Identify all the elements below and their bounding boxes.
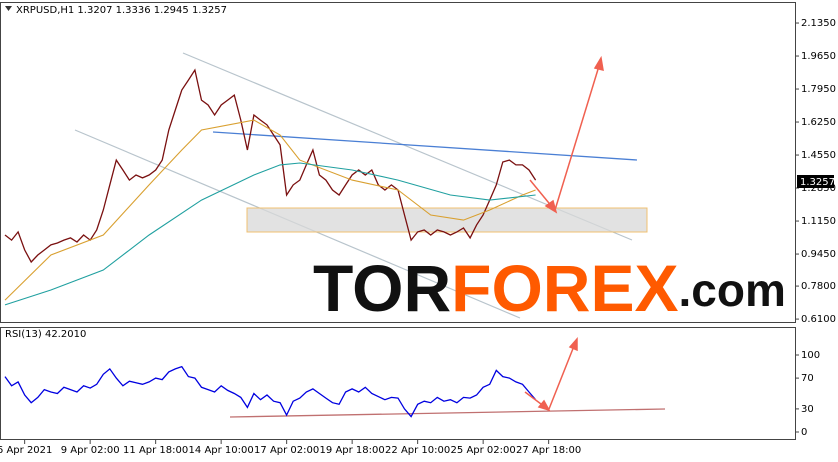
series-line bbox=[4, 162, 536, 306]
watermark-part: FOREX bbox=[451, 251, 678, 325]
x-tick-label: 27 Apr 18:00 bbox=[516, 445, 581, 456]
y-tick-label: 0.9450 bbox=[801, 249, 836, 260]
y-tick-label: 2.1350 bbox=[801, 18, 836, 29]
y-tick-label: 0.7800 bbox=[801, 281, 836, 292]
series-line bbox=[4, 365, 537, 418]
arrow-head bbox=[568, 337, 578, 352]
arrow-head bbox=[537, 399, 551, 412]
watermark: TORFOREX.com bbox=[313, 251, 786, 325]
rsi-title: RSI(13) 42.2010 bbox=[5, 329, 86, 340]
trend-line bbox=[212, 131, 638, 161]
watermark-part: .com bbox=[678, 264, 785, 316]
y-tick-label: 1.4550 bbox=[801, 150, 836, 161]
arrow-head bbox=[593, 55, 604, 72]
x-tick-label: 19 Apr 18:00 bbox=[320, 445, 385, 456]
y-tick-label: 1.1150 bbox=[801, 216, 836, 227]
main-panel bbox=[0, 2, 796, 323]
y-tick-label: 1.2850 bbox=[801, 183, 836, 194]
forecast-arrows bbox=[524, 55, 604, 412]
x-tick-label: 25 Apr 02:00 bbox=[451, 445, 516, 456]
arrow-head bbox=[544, 199, 558, 214]
y-tick-label: 100 bbox=[801, 350, 820, 361]
watermark-part: TOR bbox=[313, 251, 451, 325]
y-tick-label: 0.6100 bbox=[801, 314, 836, 325]
collapse-icon bbox=[5, 6, 12, 11]
y-tick-label: 1.9650 bbox=[801, 51, 836, 62]
x-tick-label: 9 Apr 02:00 bbox=[61, 445, 120, 456]
x-tick-label: 11 Apr 18:00 bbox=[123, 445, 188, 456]
x-tick-label: 6 Apr 2021 bbox=[0, 445, 52, 456]
x-tick-label: 22 Apr 10:00 bbox=[385, 445, 450, 456]
rsi-panel bbox=[0, 327, 796, 440]
y-tick-label: 0 bbox=[801, 427, 807, 438]
series-line bbox=[4, 119, 536, 301]
last-price-label: 1.3257 bbox=[800, 177, 835, 188]
x-tick-label: 14 Apr 10:00 bbox=[189, 445, 254, 456]
last-price-box bbox=[797, 175, 834, 188]
support-zone bbox=[246, 207, 648, 233]
arrow bbox=[548, 345, 575, 410]
y-tick-label: 30 bbox=[801, 404, 814, 415]
y-tick-label: 1.6250 bbox=[801, 117, 836, 128]
chart-title: XRPUSD,H1 1.3207 1.3336 1.2945 1.3257 bbox=[16, 5, 227, 16]
rsi-support-line bbox=[229, 408, 666, 418]
arrow bbox=[554, 65, 600, 211]
x-tick-label: 17 Apr 02:00 bbox=[254, 445, 319, 456]
y-tick-label: 1.7950 bbox=[801, 84, 836, 95]
y-tick-label: 70 bbox=[801, 373, 814, 384]
